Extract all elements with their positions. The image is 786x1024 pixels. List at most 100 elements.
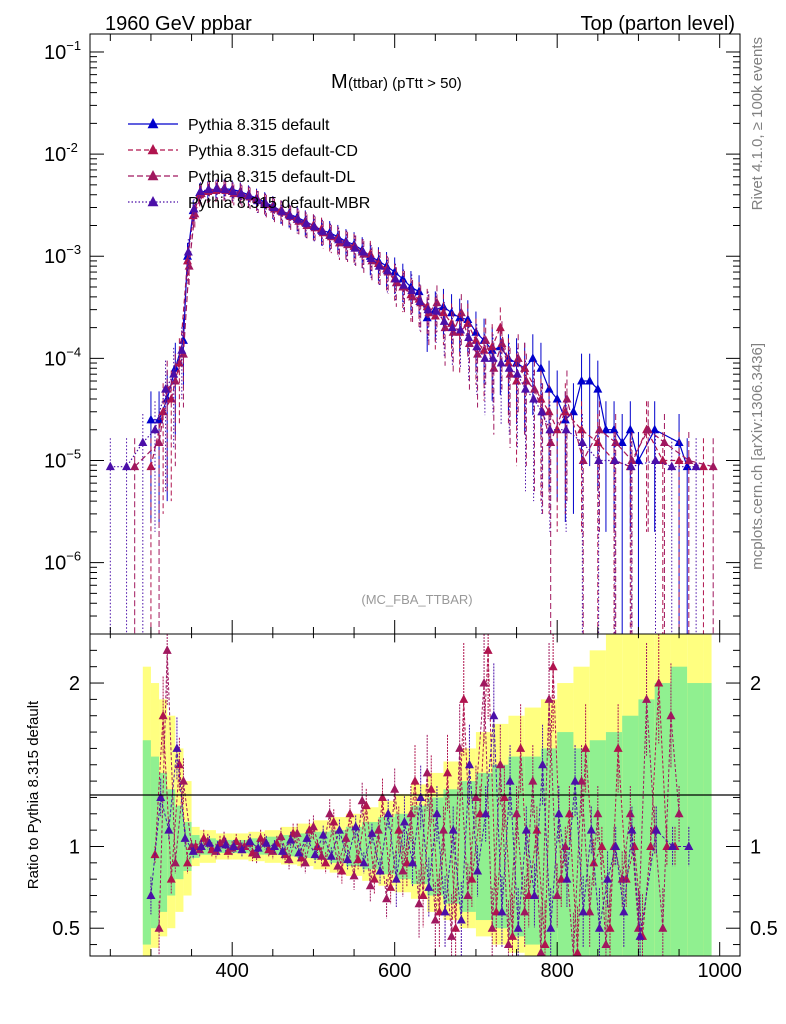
ratio-point bbox=[471, 792, 481, 801]
data-point bbox=[244, 190, 254, 200]
ratio-band-inner bbox=[150, 756, 160, 929]
ratio-point bbox=[410, 776, 420, 785]
ratio-point bbox=[487, 923, 497, 932]
data-point bbox=[464, 338, 474, 347]
ratio-point bbox=[367, 828, 377, 837]
chart-title-sub: (ttbar) (pTtt > 50) bbox=[348, 75, 462, 92]
ratio-point bbox=[213, 843, 223, 852]
ratio-point bbox=[188, 846, 198, 855]
ratio-point bbox=[497, 906, 507, 916]
ratio-point bbox=[426, 784, 436, 793]
data-point bbox=[537, 406, 547, 416]
data-point bbox=[552, 394, 562, 403]
ratio-point bbox=[365, 880, 375, 890]
legend-label: Pythia 8.315 default bbox=[188, 117, 330, 134]
data-point bbox=[497, 338, 507, 347]
ratio-point bbox=[642, 694, 652, 703]
ratio-point bbox=[383, 808, 393, 818]
ratio-band-inner bbox=[159, 772, 168, 912]
ratio-point bbox=[505, 776, 515, 785]
data-point bbox=[184, 261, 194, 270]
ratio-point bbox=[593, 808, 603, 818]
data-point bbox=[521, 376, 531, 385]
ratio-band-inner bbox=[142, 740, 151, 945]
ratio-point bbox=[483, 645, 493, 654]
series-1 bbox=[146, 180, 708, 634]
ratio-point bbox=[294, 848, 304, 857]
ratio-point bbox=[464, 759, 474, 769]
series-line bbox=[134, 187, 714, 468]
data-point bbox=[220, 184, 230, 194]
data-point bbox=[342, 237, 352, 247]
legend-marker bbox=[147, 118, 159, 129]
legend-item: Pythia 8.315 default-CD bbox=[128, 143, 358, 160]
data-point bbox=[691, 461, 701, 471]
data-point bbox=[390, 267, 400, 276]
x-tick-label: 1000 bbox=[697, 960, 742, 982]
ratio-point bbox=[432, 808, 442, 818]
ratio-point bbox=[337, 866, 347, 875]
data-point bbox=[447, 322, 457, 332]
ratio-point bbox=[308, 821, 318, 831]
y-tick-label: 10-2 bbox=[44, 140, 78, 166]
ratio-point bbox=[524, 890, 534, 900]
ratio-point bbox=[668, 841, 678, 850]
ratio-y-tick-label: 1 bbox=[69, 836, 80, 858]
data-point bbox=[423, 304, 433, 314]
legend-label: Pythia 8.315 default-CD bbox=[188, 143, 358, 160]
ratio-point bbox=[491, 906, 501, 916]
data-point bbox=[593, 384, 603, 393]
main-panel: 10−1 10-2 10−3 10−4 10−5 10−6 M (ttbar) (pTtt… bbox=[44, 33, 741, 635]
data-point bbox=[261, 198, 270, 207]
data-point bbox=[610, 455, 620, 464]
data-point bbox=[456, 324, 465, 334]
ratio-point bbox=[617, 874, 627, 883]
ratio-point bbox=[286, 834, 296, 844]
legend-marker bbox=[147, 196, 159, 207]
data-point bbox=[544, 384, 554, 393]
ratio-point bbox=[459, 694, 469, 703]
ratio-point bbox=[204, 838, 214, 847]
ratio-point bbox=[463, 890, 473, 900]
ratio-point bbox=[440, 906, 450, 916]
data-point bbox=[601, 424, 611, 434]
data-point bbox=[440, 322, 450, 332]
data-point bbox=[169, 369, 179, 378]
data-point bbox=[471, 335, 481, 344]
legend-item: Pythia 8.315 default bbox=[128, 117, 330, 134]
ratio-point bbox=[170, 857, 180, 867]
data-point bbox=[505, 369, 515, 378]
ratio-point bbox=[512, 808, 522, 818]
data-point bbox=[138, 437, 148, 447]
data-point bbox=[350, 243, 360, 252]
ratio-point bbox=[475, 808, 485, 818]
data-point bbox=[399, 280, 409, 289]
ratio-point bbox=[570, 776, 580, 785]
data-point bbox=[480, 353, 490, 362]
ratio-point bbox=[532, 825, 542, 834]
ratio-band-inner bbox=[638, 699, 655, 956]
ratio-point bbox=[318, 830, 328, 839]
series-2 bbox=[130, 179, 718, 634]
x-tick-label: 400 bbox=[216, 960, 249, 982]
data-point bbox=[293, 214, 303, 223]
data-point bbox=[122, 461, 132, 471]
ratio-point bbox=[325, 808, 335, 818]
ratio-point bbox=[554, 808, 564, 818]
data-point bbox=[158, 406, 168, 416]
ratio-point bbox=[357, 795, 367, 805]
data-point bbox=[473, 349, 483, 358]
ratio-point bbox=[369, 874, 379, 883]
ratio-point bbox=[178, 776, 188, 785]
ratio-y-axis-label: Ratio to Pythia 8.315 default bbox=[25, 700, 42, 889]
data-point bbox=[593, 437, 603, 447]
data-point bbox=[528, 353, 538, 362]
data-point bbox=[560, 406, 570, 416]
ratio-point bbox=[156, 792, 166, 801]
series-line bbox=[110, 187, 697, 468]
ratio-point bbox=[391, 874, 401, 883]
ratio-point bbox=[326, 851, 336, 860]
ratio-point bbox=[300, 857, 310, 867]
data-point bbox=[161, 384, 171, 393]
ratio-point bbox=[556, 874, 566, 883]
